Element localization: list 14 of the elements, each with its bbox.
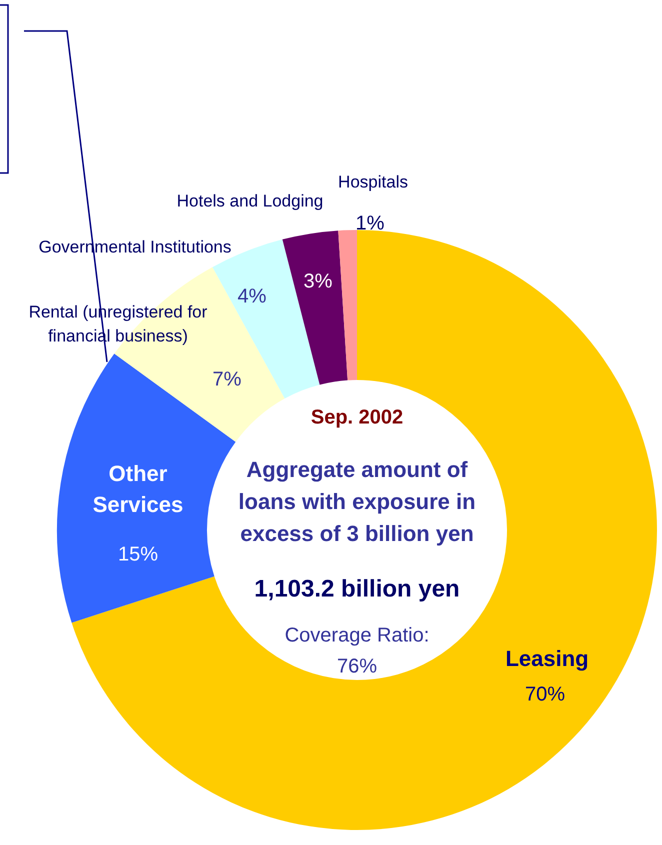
data-label: 7%	[212, 368, 242, 391]
data-label: 3%	[304, 270, 333, 293]
slice-label: Other Services	[92, 461, 184, 517]
text: Sep. 2002	[310, 406, 404, 429]
data-label: 4%	[238, 286, 267, 308]
slice-label: Hospitals	[338, 172, 408, 192]
slice-label: Hotels and Lodging	[176, 192, 324, 211]
data-label: 15%	[118, 544, 158, 566]
text: Aggregate amount of loans with exposure in excess of 3 billion yen	[238, 457, 476, 546]
text: 1,103.2 billion yen	[254, 576, 460, 603]
data-label: 1%	[356, 212, 385, 235]
data-label: 70%	[524, 684, 566, 706]
slice-label: Leasing	[505, 646, 589, 672]
text: Coverage Ratio: 76%	[284, 624, 430, 678]
